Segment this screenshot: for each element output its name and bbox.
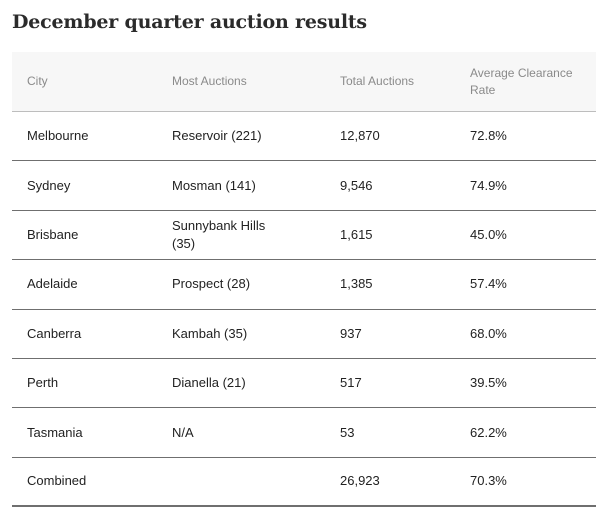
table-row-combined: Combined 26,923 70.3% — [12, 458, 596, 508]
cell-clearance-rate: 68.0% — [470, 325, 507, 341]
cell-city: Perth — [27, 375, 59, 391]
header-total-auctions: Total Auctions — [340, 74, 415, 88]
page-title: December quarter auction results — [12, 11, 367, 33]
cell-total-auctions: 937 — [340, 325, 362, 341]
cell-most-auctions: Dianella (21) — [172, 375, 246, 391]
cell-most-auctions: Reservoir (221) — [172, 128, 262, 144]
cell-total-auctions: 53 — [340, 424, 355, 440]
cell-city: Canberra — [27, 325, 82, 341]
cell-city: Tasmania — [27, 424, 83, 440]
auction-results-table: City Most Auctions Total Auctions Averag… — [12, 52, 596, 508]
table-row: Perth Dianella (21) 517 39.5% — [12, 359, 596, 409]
cell-clearance-rate: 57.4% — [470, 276, 507, 292]
cell-clearance-rate: 70.3% — [470, 473, 507, 489]
cell-city: Brisbane — [27, 226, 79, 242]
table-row: Sydney Mosman (141) 9,546 74.9% — [12, 161, 596, 211]
cell-total-auctions: 1,615 — [340, 226, 373, 242]
cell-most-auctions: Mosman (141) — [172, 177, 256, 193]
cell-clearance-rate: 45.0% — [470, 226, 507, 242]
table-row: Brisbane Sunnybank Hills (35) 1,615 45.0… — [12, 211, 596, 261]
table-row: Tasmania N/A 53 62.2% — [12, 408, 596, 458]
cell-city: Adelaide — [27, 276, 78, 292]
cell-total-auctions: 517 — [340, 375, 362, 391]
header-city: City — [27, 74, 48, 88]
cell-most-auctions — [172, 458, 282, 505]
cell-city: Sydney — [27, 177, 71, 193]
cell-most-auctions: Kambah (35) — [172, 325, 248, 341]
cell-total-auctions: 26,923 — [340, 473, 380, 489]
cell-clearance-rate: 39.5% — [470, 375, 507, 391]
cell-most-auctions: N/A — [172, 424, 194, 440]
table-row: Canberra Kambah (35) 937 68.0% — [12, 310, 596, 359]
cell-most-auctions: Sunnybank Hills (35) — [172, 217, 266, 251]
cell-city: Melbourne — [27, 128, 89, 144]
cell-clearance-rate: 72.8% — [470, 128, 507, 144]
cell-total-auctions: 1,385 — [340, 276, 373, 292]
table-row: Adelaide Prospect (28) 1,385 57.4% — [12, 260, 596, 310]
cell-city: Combined — [27, 473, 87, 489]
cell-total-auctions: 12,870 — [340, 128, 380, 144]
header-most-auctions: Most Auctions — [172, 74, 247, 88]
cell-total-auctions: 9,546 — [340, 177, 373, 193]
header-clearance-rate: Average Clearance Rate — [470, 65, 573, 97]
cell-clearance-rate: 62.2% — [470, 424, 507, 440]
cell-clearance-rate: 74.9% — [470, 177, 507, 193]
cell-most-auctions: Prospect (28) — [172, 276, 251, 292]
table-header-row: City Most Auctions Total Auctions Averag… — [12, 52, 596, 112]
table-row: Melbourne Reservoir (221) 12,870 72.8% — [12, 112, 596, 162]
